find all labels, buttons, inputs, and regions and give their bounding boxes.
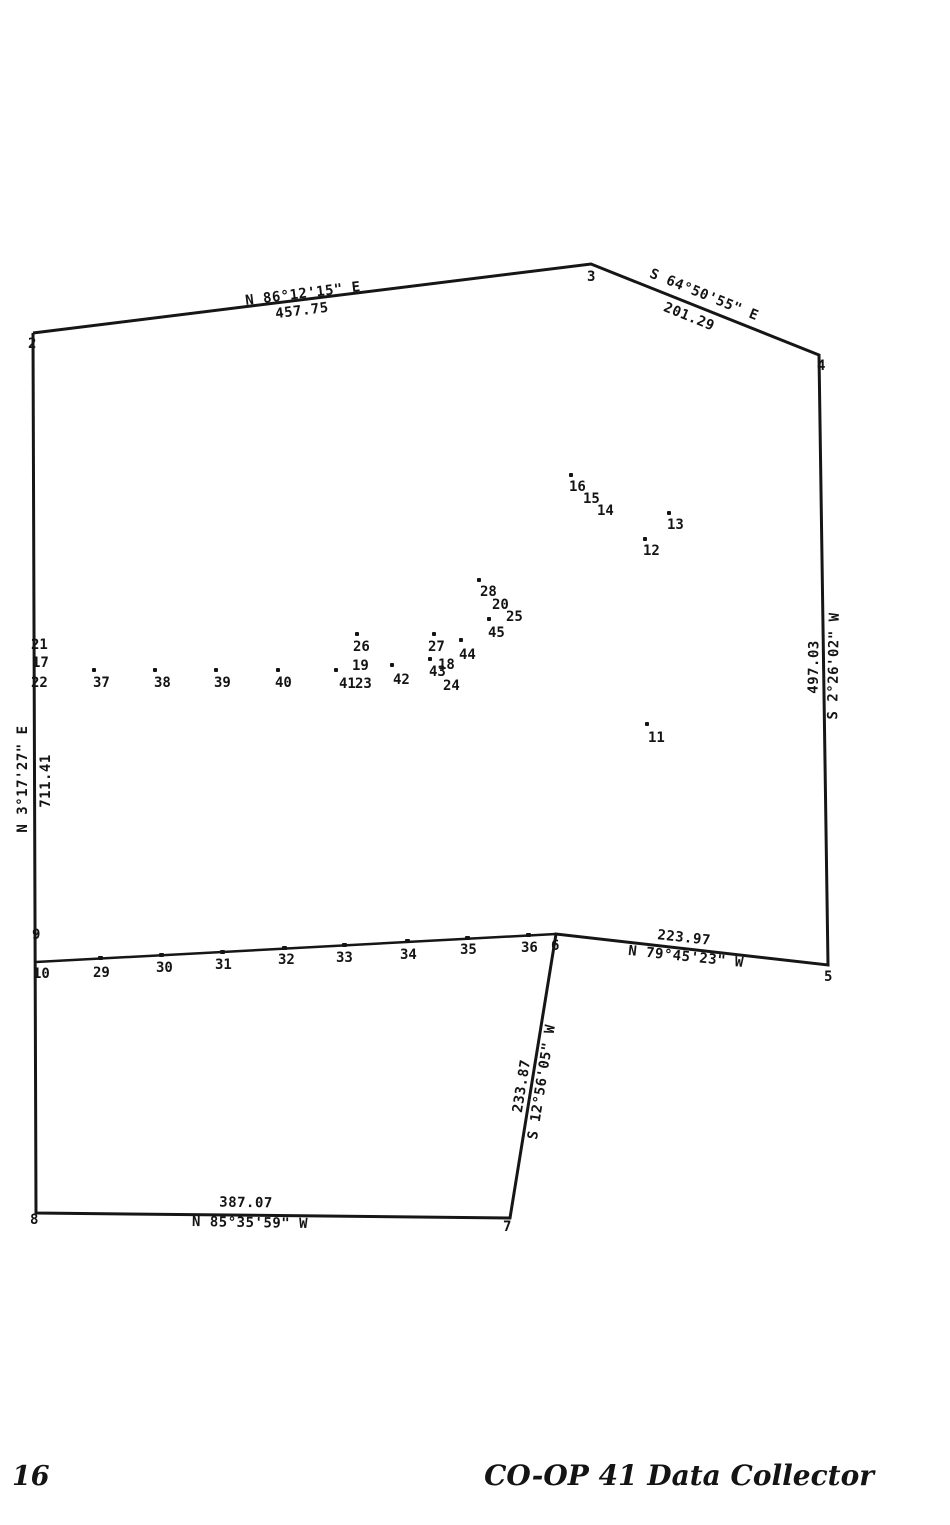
survey-point-dot [643,537,647,541]
traverse-tick-dot [220,950,225,954]
survey-point-dot [390,663,394,667]
station-label-32: 32 [278,952,295,968]
survey-point-dot [477,578,481,582]
station-label-18: 18 [438,657,455,673]
station-label-16: 16 [569,479,586,495]
station-label-7: 7 [503,1219,512,1235]
station-label-34: 34 [400,947,417,963]
station-label-27: 27 [428,639,445,655]
survey-point-dot [428,657,432,661]
distance-label: 387.07 [219,1194,273,1212]
station-label-44: 44 [459,647,476,663]
survey-point-dot [334,668,338,672]
station-label-4: 4 [817,358,826,374]
station-label-33: 33 [336,950,353,966]
survey-point-dot [432,632,436,636]
traverse-tick-dot [159,953,164,957]
station-label-31: 31 [215,957,232,973]
traverse-tick-dot [282,946,287,950]
station-label-8: 8 [30,1212,39,1228]
station-label-5: 5 [824,969,833,985]
survey-point-dot [153,668,157,672]
station-label-3: 3 [587,269,596,285]
survey-point-dot [459,638,463,642]
station-label-38: 38 [154,675,171,691]
survey-point-dot [355,632,359,636]
survey-point-dot [487,617,491,621]
station-label-6: 6 [551,938,560,954]
boundary-line [31,262,830,1220]
station-label-41: 41 [339,676,356,692]
traverse-tick-dot [526,933,531,937]
station-label-12: 12 [643,543,660,559]
traverse-tick-dot [465,936,470,940]
survey-point-dot [645,722,649,726]
station-label-40: 40 [275,675,292,691]
station-label-23: 23 [355,676,372,692]
station-label-26: 26 [353,639,370,655]
survey-point-dot [276,668,280,672]
station-label-29: 29 [93,965,110,981]
station-label-45: 45 [488,625,505,641]
survey-point-dot [667,511,671,515]
station-label-19: 19 [352,658,369,674]
interior-traverse-line [35,932,557,964]
distance-label: 711.41 [38,754,54,808]
page-footer: 16 CO-OP 41 Data Collector [0,1455,950,1500]
station-label-37: 37 [93,675,110,691]
station-label-36: 36 [521,940,538,956]
station-label-14: 14 [597,503,614,519]
page-number: 16 [12,1461,50,1492]
survey-point-dot [214,668,218,672]
bearing-label: S 2°26'02" W [825,612,843,720]
traverse-tick-dot [342,943,347,947]
bearing-label: N 3°17'27" E [15,725,31,833]
station-label-39: 39 [214,675,231,691]
running-title: CO-OP 41 Data Collector [484,1459,874,1492]
station-label-10: 10 [33,966,50,982]
station-label-21: 21 [31,637,48,653]
station-label-9: 9 [32,927,41,943]
distance-label: 497.03 [805,640,823,694]
station-label-43: 43 [429,664,446,680]
station-label-42: 42 [393,672,410,688]
station-label-22: 22 [31,675,48,691]
station-label-15: 15 [583,491,600,507]
bearing-label: N 85°35'59" W [191,1213,309,1233]
station-label-25: 25 [506,609,523,625]
station-label-35: 35 [460,942,477,958]
traverse-tick-dot [98,956,103,960]
survey-point-dot [569,473,573,477]
station-label-30: 30 [156,960,173,976]
survey-point-dot [92,668,96,672]
station-label-11: 11 [648,730,665,746]
station-label-2: 2 [28,336,37,352]
station-label-17: 17 [32,655,49,671]
station-label-13: 13 [667,517,684,533]
traverse-tick-dot [405,939,410,943]
station-label-24: 24 [443,678,460,694]
station-label-20: 20 [492,597,509,613]
station-label-28: 28 [480,584,497,600]
